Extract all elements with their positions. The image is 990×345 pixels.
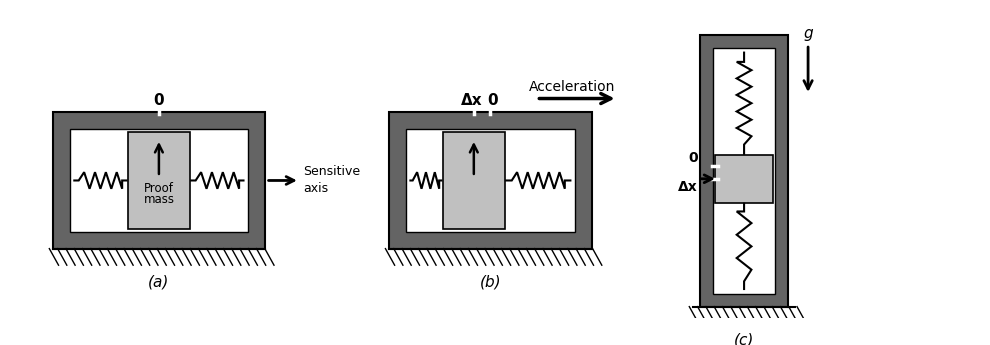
Text: Δx: Δx bbox=[461, 93, 483, 108]
Text: 0: 0 bbox=[688, 151, 698, 165]
Bar bbox=[713, 48, 775, 294]
Text: (b): (b) bbox=[479, 274, 501, 289]
Text: Δx: Δx bbox=[678, 180, 698, 194]
Bar bbox=[69, 129, 248, 232]
Text: Proof: Proof bbox=[144, 182, 174, 195]
Bar bbox=[406, 129, 575, 232]
Text: Sensitive: Sensitive bbox=[304, 165, 360, 178]
Text: (c): (c) bbox=[734, 333, 754, 345]
Bar bbox=[715, 155, 773, 203]
Text: 0: 0 bbox=[487, 93, 498, 108]
Bar bbox=[389, 112, 592, 249]
Text: (a): (a) bbox=[148, 274, 169, 289]
Text: Acceleration: Acceleration bbox=[530, 80, 616, 94]
Text: 0: 0 bbox=[153, 93, 164, 108]
Text: mass: mass bbox=[144, 193, 174, 206]
Text: g: g bbox=[803, 26, 813, 40]
Bar bbox=[443, 132, 505, 229]
Bar bbox=[128, 132, 190, 229]
Bar bbox=[700, 35, 788, 307]
Bar bbox=[53, 112, 264, 249]
Text: axis: axis bbox=[304, 182, 329, 195]
